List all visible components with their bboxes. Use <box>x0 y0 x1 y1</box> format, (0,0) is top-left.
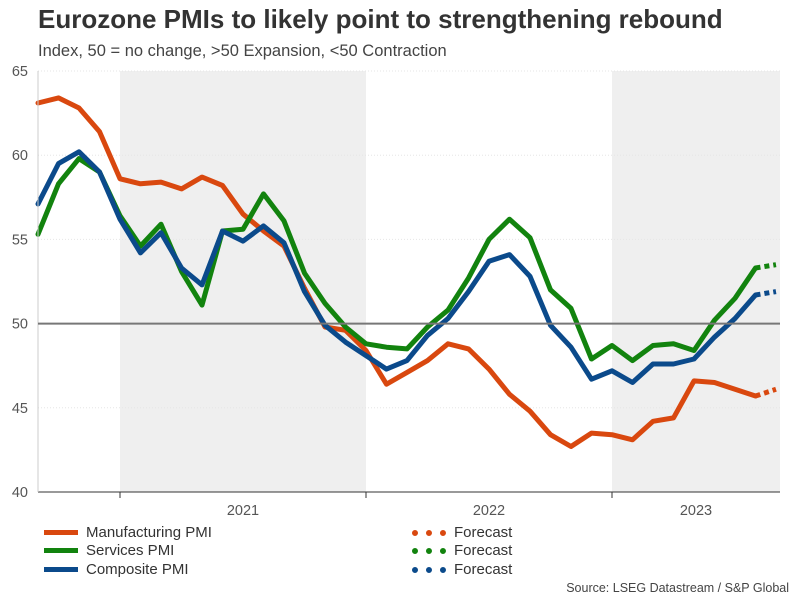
series-line-composite <box>35 149 758 385</box>
legend-swatch-composite <box>44 567 78 572</box>
forecast-line-services <box>755 262 777 271</box>
legend-swatch-manufacturing <box>44 530 78 535</box>
series-lines <box>35 95 777 449</box>
legend-swatch-services <box>44 548 78 553</box>
legend-services: Services PMI <box>44 542 174 559</box>
y-tick-40: 40 <box>12 485 28 501</box>
shade-band-2023 <box>612 71 780 492</box>
x-tick-2021: 2021 <box>227 503 259 519</box>
y-tick-45: 45 <box>12 401 28 417</box>
legend-manufacturing: Manufacturing PMI <box>44 524 212 541</box>
chart-subtitle: Index, 50 = no change, >50 Expansion, <5… <box>38 42 447 60</box>
y-tick-labels: 40 45 50 55 60 65 <box>12 64 28 501</box>
y-tick-55: 55 <box>12 232 28 248</box>
legend-swatch-forecast-services <box>412 547 446 554</box>
legend-swatch-forecast-composite <box>412 566 446 573</box>
legend-label-forecast-composite: Forecast <box>454 561 513 578</box>
legend-label-forecast-manufacturing: Forecast <box>454 524 513 541</box>
y-tick-50: 50 <box>12 317 28 333</box>
source-note: Source: LSEG Datastream / S&P Global <box>566 581 789 595</box>
legend-forecast-composite: Forecast <box>412 561 512 578</box>
year-shading-bands <box>120 71 780 492</box>
legend-label-services: Services PMI <box>86 542 175 559</box>
legend-composite: Composite PMI <box>44 561 189 578</box>
chart-title: Eurozone PMIs to likely point to strengt… <box>38 4 723 34</box>
legend-label-composite: Composite PMI <box>86 561 189 578</box>
y-tick-60: 60 <box>12 148 28 164</box>
x-tick-2023: 2023 <box>680 503 712 519</box>
legend-forecast-services: Forecast <box>412 542 512 559</box>
x-tick-labels: 2021202220232024 <box>227 503 712 519</box>
legend-swatch-forecast-manufacturing <box>412 529 446 536</box>
forecast-line-manufacturing <box>754 386 777 399</box>
y-tick-65: 65 <box>12 64 28 80</box>
series-line-manufacturing <box>35 95 758 449</box>
legend-forecast-manufacturing: Forecast <box>412 524 512 541</box>
x-tick-2022: 2022 <box>473 503 505 519</box>
axes <box>37 71 780 498</box>
shade-band-2021 <box>120 71 366 492</box>
series-line-services <box>35 156 758 364</box>
legend-label-manufacturing: Manufacturing PMI <box>86 524 212 541</box>
forecast-line-composite <box>755 289 777 298</box>
legend-label-forecast-services: Forecast <box>454 542 513 559</box>
